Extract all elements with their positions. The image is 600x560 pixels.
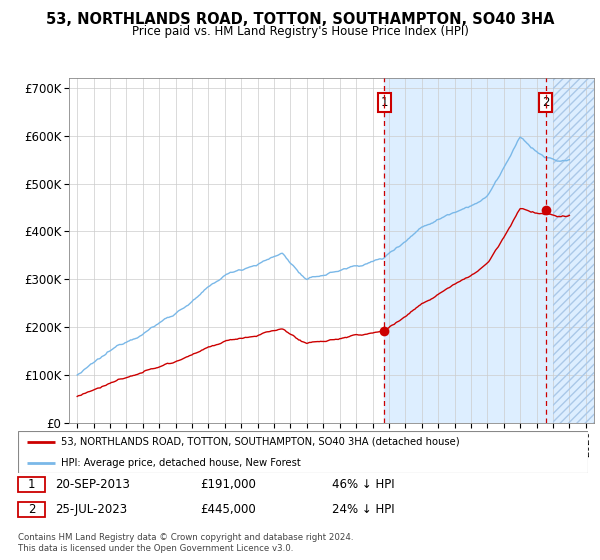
Text: £445,000: £445,000: [200, 503, 256, 516]
Bar: [385, 78, 553, 423]
FancyBboxPatch shape: [18, 477, 46, 492]
Text: 25-JUL-2023: 25-JUL-2023: [55, 503, 127, 516]
Text: 53, NORTHLANDS ROAD, TOTTON, SOUTHAMPTON, SO40 3HA (detached house): 53, NORTHLANDS ROAD, TOTTON, SOUTHAMPTON…: [61, 437, 460, 447]
Text: 1: 1: [380, 96, 388, 109]
Text: 24% ↓ HPI: 24% ↓ HPI: [331, 503, 394, 516]
Text: 20-SEP-2013: 20-SEP-2013: [55, 478, 130, 491]
Text: Contains HM Land Registry data © Crown copyright and database right 2024.
This d: Contains HM Land Registry data © Crown c…: [18, 533, 353, 553]
Bar: [553, 78, 594, 423]
FancyBboxPatch shape: [18, 502, 46, 517]
Text: 2: 2: [28, 503, 35, 516]
Text: £191,000: £191,000: [200, 478, 256, 491]
Bar: [553, 78, 594, 423]
Text: Price paid vs. HM Land Registry's House Price Index (HPI): Price paid vs. HM Land Registry's House …: [131, 25, 469, 38]
Text: 1: 1: [28, 478, 35, 491]
Text: HPI: Average price, detached house, New Forest: HPI: Average price, detached house, New …: [61, 458, 301, 468]
Text: 2: 2: [542, 96, 550, 109]
Text: 53, NORTHLANDS ROAD, TOTTON, SOUTHAMPTON, SO40 3HA: 53, NORTHLANDS ROAD, TOTTON, SOUTHAMPTON…: [46, 12, 554, 27]
Text: 46% ↓ HPI: 46% ↓ HPI: [331, 478, 394, 491]
